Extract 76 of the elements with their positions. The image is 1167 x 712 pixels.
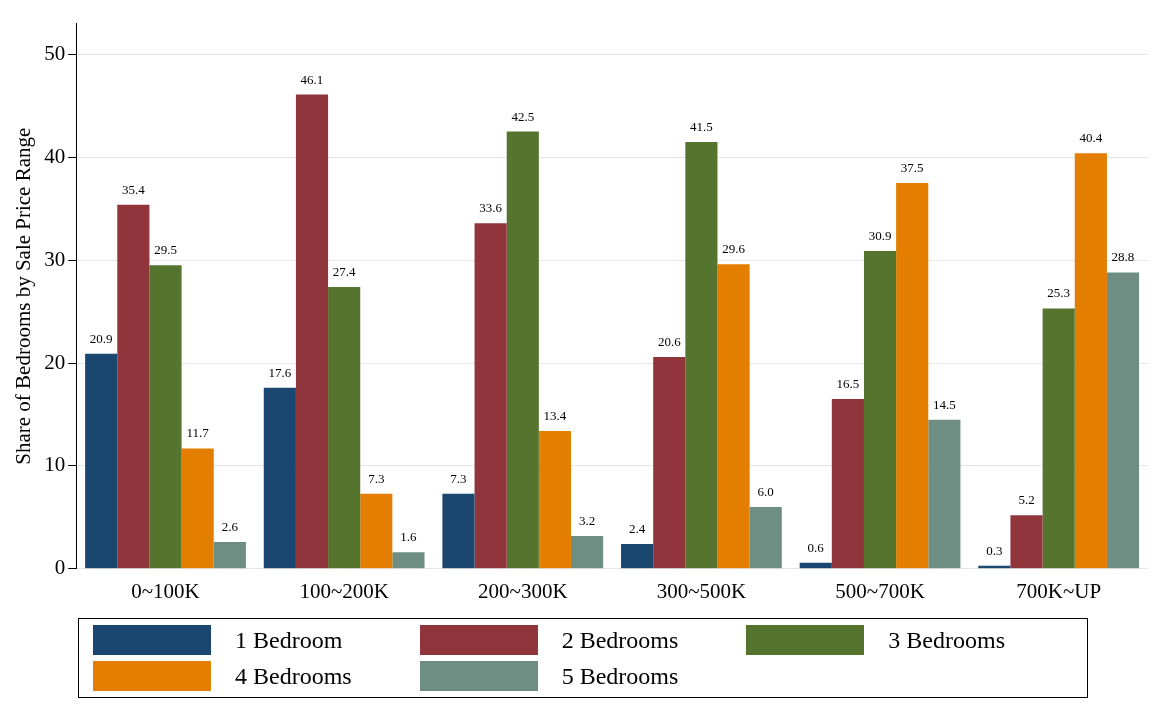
data-label: 11.7 [186,425,210,441]
data-label: 17.6 [268,364,292,380]
bar [538,430,572,569]
data-label: 40.4 [1079,130,1103,146]
bar [117,204,150,569]
bar [149,265,182,569]
legend-label: 1 Bedroom [235,626,343,654]
bar [863,250,897,569]
data-label: 27.4 [332,263,357,279]
x-tick-label: 300~500K [656,578,747,603]
bar [360,493,393,569]
x-tick-label: 500~700K [835,578,925,603]
data-label: 7.3 [450,470,467,486]
data-label: 25.3 [1047,285,1071,301]
legend-label: 2 Bedrooms [561,626,679,654]
data-label: 35.4 [121,181,146,197]
bar [506,131,539,569]
bar [621,544,654,569]
bar [928,419,961,569]
data-label: 20.9 [89,330,113,346]
bar [263,387,296,569]
y-axis-title: Share of Bedrooms by Sale Price Range [11,127,36,465]
x-tick-label: 700K~UP [1016,578,1102,603]
bar [653,356,686,569]
y-tick-label: 30 [44,246,66,271]
bar [1010,515,1043,569]
data-label: 30.9 [868,227,892,243]
data-label: 29.6 [722,241,746,257]
data-label: 28.8 [1111,249,1135,265]
x-tick-label: 0~100K [131,578,200,603]
bar [896,183,929,569]
data-label: 41.5 [690,118,713,134]
legend-label: 5 Bedrooms [561,662,679,690]
bar [295,94,329,569]
bar [717,264,750,569]
data-label: 46.1 [300,71,324,87]
y-tick-label: 20 [44,349,66,374]
data-label: 5.2 [1018,492,1035,508]
data-label: 6.0 [757,484,774,499]
bar [571,535,604,569]
data-label: 16.5 [836,375,860,391]
data-label: 0.3 [986,542,1003,558]
bar [1042,308,1075,569]
data-label: 29.5 [154,242,177,258]
bar [474,223,507,569]
data-label: 20.6 [657,333,682,349]
bar [328,286,361,569]
bar [831,399,864,569]
data-label: 7.3 [368,470,385,486]
data-label: 1.6 [400,529,418,545]
data-label: 3.2 [578,512,596,528]
data-label: 33.6 [479,200,503,216]
legend-label: 3 Bedrooms [888,626,1005,654]
bar [442,493,475,569]
bar [213,542,246,569]
bar [181,448,214,569]
bar [85,353,118,569]
bar [749,507,782,569]
bar [1106,272,1140,569]
bar [1074,153,1107,569]
legend-label: 4 Bedrooms [235,662,352,690]
x-tick-label: 200~300K [478,578,568,603]
bar [685,141,718,569]
y-tick-label: 0 [54,555,66,580]
data-label: 42.5 [511,108,535,124]
y-tick-label: 40 [44,143,66,168]
data-label: 2.6 [221,518,239,534]
y-tick-label: 10 [44,452,66,477]
bar [392,552,425,569]
data-label: 13.4 [543,407,567,423]
y-tick-label: 50 [44,40,66,65]
data-label: 0.6 [807,539,825,555]
data-label: 14.5 [932,396,956,412]
x-tick-label: 100~200K [299,578,389,603]
data-label: 37.5 [900,159,924,175]
data-label: 2.4 [628,521,646,537]
